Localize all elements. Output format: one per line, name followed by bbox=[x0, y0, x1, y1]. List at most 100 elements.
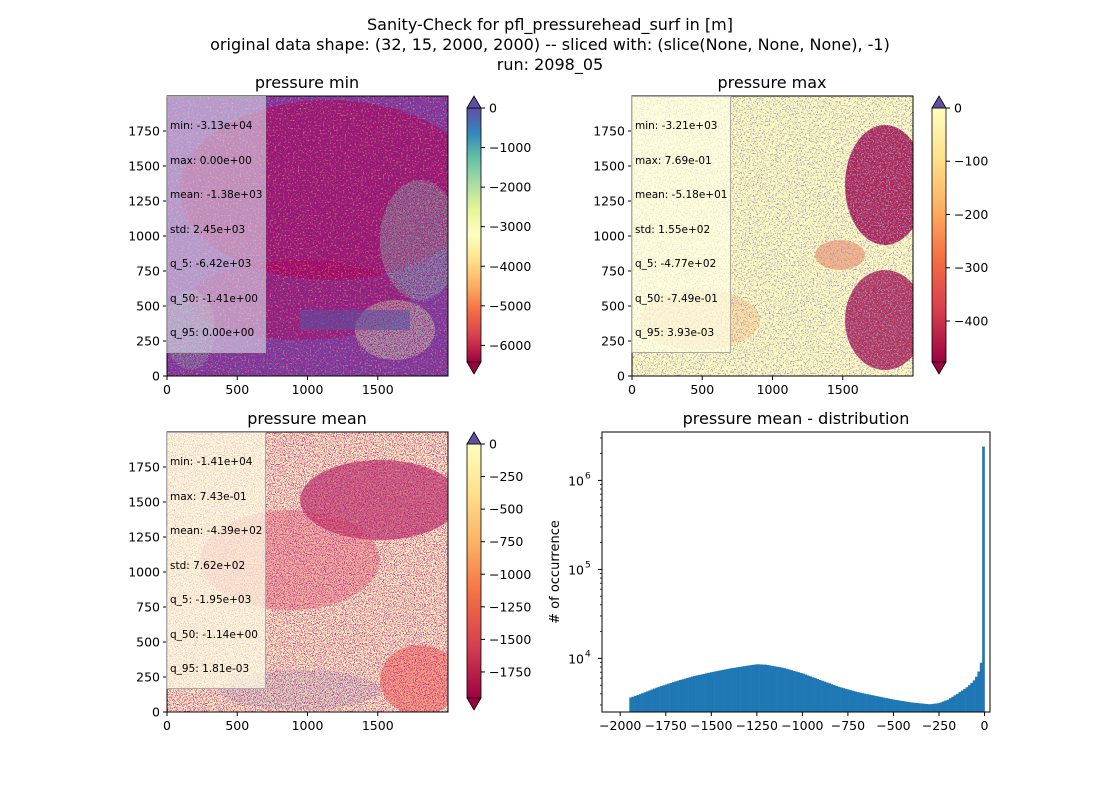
stat-line: q_95: 3.93e-03 bbox=[635, 327, 715, 339]
histogram-bar bbox=[842, 688, 846, 712]
histogram-bar bbox=[683, 678, 687, 712]
y-tick-label: 250 bbox=[136, 670, 160, 685]
histogram-bar bbox=[946, 699, 950, 712]
stat-line: q_50: -7.49e-01 bbox=[635, 292, 718, 305]
histogram-bar bbox=[676, 680, 680, 712]
x-tick-label: 1500 bbox=[362, 718, 394, 733]
colorbar-tick-label: −4000 bbox=[489, 259, 531, 274]
histogram-bar bbox=[949, 698, 952, 712]
histogram-bar bbox=[780, 667, 784, 712]
histogram-bar bbox=[674, 681, 677, 712]
y-tick-label: 750 bbox=[136, 264, 160, 279]
colorbar-tick-label: −1000 bbox=[489, 567, 531, 582]
colorbar-tick-label: −5000 bbox=[489, 298, 531, 313]
histogram-bar bbox=[932, 703, 936, 712]
histogram-bar bbox=[707, 672, 711, 712]
x-tick-label: −2000 bbox=[599, 718, 641, 733]
histogram-bar bbox=[915, 703, 919, 712]
stat-line: q_50: -1.41e+00 bbox=[170, 292, 258, 305]
pressure-mean-colorbar: 0 −250 −500 −750 −1000 −1250 −1500 −1750 bbox=[466, 431, 531, 711]
histogram-bar bbox=[821, 680, 824, 712]
histogram-axis-ticks: −2000 −1750 −1500 −1250 −1000 −750 −500 −250 0 10… bbox=[568, 437, 989, 733]
colorbar-tick-label: −250 bbox=[489, 469, 523, 484]
histogram-ylabel: # of occurrence bbox=[548, 520, 563, 624]
histogram-bar bbox=[861, 693, 865, 712]
pressure-mean-stats-box: min: -1.41e+04 max: 7.43e-01 mean: -4.39… bbox=[166, 432, 267, 689]
histogram-bar bbox=[859, 692, 862, 712]
y-tick-label: 250 bbox=[601, 334, 625, 349]
histogram-bar bbox=[726, 668, 730, 712]
x-tick-label: −1000 bbox=[781, 718, 823, 733]
y-tick-label: 500 bbox=[136, 635, 160, 650]
histogram-bar bbox=[887, 698, 891, 712]
histogram-bar bbox=[747, 665, 751, 712]
y-tick-label: 1500 bbox=[128, 159, 160, 174]
stat-line: q_95: 0.00e+00 bbox=[170, 327, 255, 339]
x-tick-label: 0 bbox=[163, 718, 171, 733]
y-tick-label: 1750 bbox=[128, 460, 160, 475]
y-tick-label: 1750 bbox=[128, 124, 160, 139]
histogram-bar bbox=[790, 670, 794, 712]
histogram-bar bbox=[693, 675, 696, 712]
histogram-bar bbox=[641, 693, 644, 712]
x-tick-label: −500 bbox=[876, 718, 910, 733]
y-tick-exponent: 6 bbox=[585, 471, 591, 481]
histogram-bar bbox=[785, 668, 789, 712]
stat-line: mean: -4.39e+02 bbox=[170, 525, 263, 537]
histogram-bar bbox=[769, 665, 772, 712]
histogram-bar bbox=[920, 703, 924, 712]
histogram-bar bbox=[773, 666, 777, 712]
histogram-bar bbox=[766, 665, 770, 712]
histogram-bar bbox=[804, 674, 808, 712]
x-tick-label: 0 bbox=[981, 718, 989, 733]
colorbar-tick-label: −1250 bbox=[489, 599, 531, 614]
histogram-bar bbox=[930, 704, 933, 712]
histogram-bar bbox=[899, 700, 902, 712]
histogram-bar bbox=[709, 672, 713, 712]
x-tick-label: −1500 bbox=[690, 718, 732, 733]
x-tick-label: 1500 bbox=[827, 382, 859, 397]
histogram-bar bbox=[941, 701, 945, 712]
stat-line: q_5: -1.95e+03 bbox=[170, 594, 252, 606]
pressure-max-title: pressure max bbox=[717, 73, 826, 92]
y-tick-label: 10 bbox=[568, 473, 584, 488]
histogram-bar bbox=[764, 664, 767, 712]
histogram-bar bbox=[889, 699, 893, 712]
stat-line: min: -3.21e+03 bbox=[635, 120, 718, 132]
histogram-bar bbox=[802, 673, 805, 712]
histogram-bar bbox=[849, 690, 853, 712]
y-tick-label: 250 bbox=[136, 334, 160, 349]
histogram-bar bbox=[660, 686, 663, 712]
x-tick-label: 500 bbox=[225, 382, 249, 397]
histogram-bar bbox=[835, 685, 839, 712]
x-tick-label: −750 bbox=[831, 718, 865, 733]
histogram-bar bbox=[733, 667, 737, 712]
histogram-bar bbox=[854, 691, 857, 712]
histogram-bar bbox=[664, 684, 668, 712]
histogram-bar bbox=[662, 685, 666, 712]
histogram-bar bbox=[645, 691, 649, 712]
histogram-bar bbox=[806, 675, 810, 712]
stat-line: mean: -5.18e+01 bbox=[635, 189, 728, 201]
histogram-bar bbox=[885, 698, 888, 712]
histogram-bar bbox=[913, 702, 917, 712]
stat-line: max: 7.69e-01 bbox=[635, 154, 712, 167]
histogram-bar bbox=[965, 687, 969, 712]
histogram-bar bbox=[953, 695, 957, 712]
histogram-bar bbox=[731, 668, 734, 712]
histogram-title: pressure mean - distribution bbox=[683, 409, 910, 428]
histogram-bar bbox=[840, 687, 843, 712]
pressure-min-colorbar: 0 −1000 −2000 −3000 −4000 −5000 −6000 bbox=[466, 95, 531, 375]
x-tick-label: 500 bbox=[225, 718, 249, 733]
histogram-bar bbox=[847, 689, 850, 712]
histogram-bar bbox=[697, 674, 701, 712]
x-tick-label: 1000 bbox=[292, 718, 324, 733]
histogram-bar bbox=[873, 695, 876, 712]
pressure-min-axis-ticks: 0 500 1000 1500 0 250 500 750 1000 1250 1500 1750 bbox=[128, 124, 394, 398]
stat-line: std: 1.55e+02 bbox=[635, 223, 711, 236]
x-tick-label: 0 bbox=[163, 382, 171, 397]
x-tick-label: −1750 bbox=[645, 718, 687, 733]
x-tick-label: −1250 bbox=[736, 718, 778, 733]
histogram-bar bbox=[880, 697, 884, 712]
histogram-bar bbox=[882, 697, 886, 712]
